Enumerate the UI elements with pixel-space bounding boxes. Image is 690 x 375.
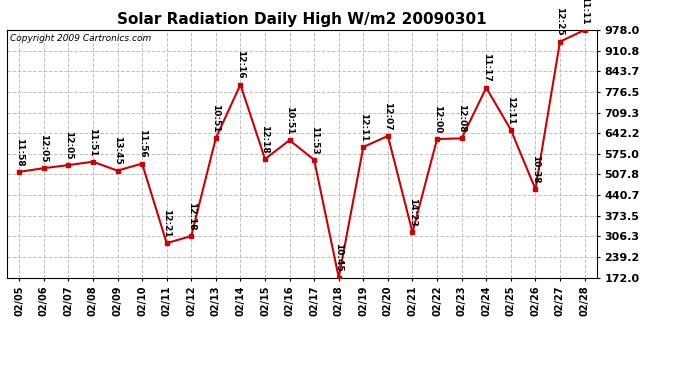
Text: 11:51: 11:51 xyxy=(88,128,97,156)
Text: 12:11: 12:11 xyxy=(506,96,515,124)
Text: 11:11: 11:11 xyxy=(580,0,589,24)
Text: 10:38: 10:38 xyxy=(531,155,540,183)
Text: 11:58: 11:58 xyxy=(14,138,23,166)
Text: 10:45: 10:45 xyxy=(334,243,343,272)
Text: 11:17: 11:17 xyxy=(482,53,491,82)
Text: 12:05: 12:05 xyxy=(64,131,73,159)
Text: 10:51: 10:51 xyxy=(211,104,220,132)
Text: 10:51: 10:51 xyxy=(285,106,294,135)
Text: 12:08: 12:08 xyxy=(457,104,466,133)
Text: 13:45: 13:45 xyxy=(113,136,122,165)
Text: 12:18: 12:18 xyxy=(187,202,196,231)
Text: 11:56: 11:56 xyxy=(137,129,146,158)
Text: 12:16: 12:16 xyxy=(236,51,245,79)
Text: 11:53: 11:53 xyxy=(310,126,319,154)
Text: 12:07: 12:07 xyxy=(384,102,393,130)
Title: Solar Radiation Daily High W/m2 20090301: Solar Radiation Daily High W/m2 20090301 xyxy=(117,12,486,27)
Text: 12:18: 12:18 xyxy=(261,125,270,153)
Text: 12:25: 12:25 xyxy=(555,8,564,36)
Text: 12:21: 12:21 xyxy=(162,209,171,237)
Text: 12:11: 12:11 xyxy=(359,113,368,141)
Text: 14:23: 14:23 xyxy=(408,198,417,227)
Text: 12:00: 12:00 xyxy=(433,105,442,134)
Text: Copyright 2009 Cartronics.com: Copyright 2009 Cartronics.com xyxy=(10,34,151,43)
Text: 12:05: 12:05 xyxy=(39,134,48,163)
